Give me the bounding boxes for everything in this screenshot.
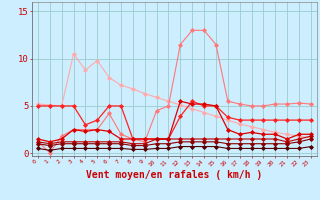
X-axis label: Vent moyen/en rafales ( km/h ): Vent moyen/en rafales ( km/h ) xyxy=(86,170,262,180)
